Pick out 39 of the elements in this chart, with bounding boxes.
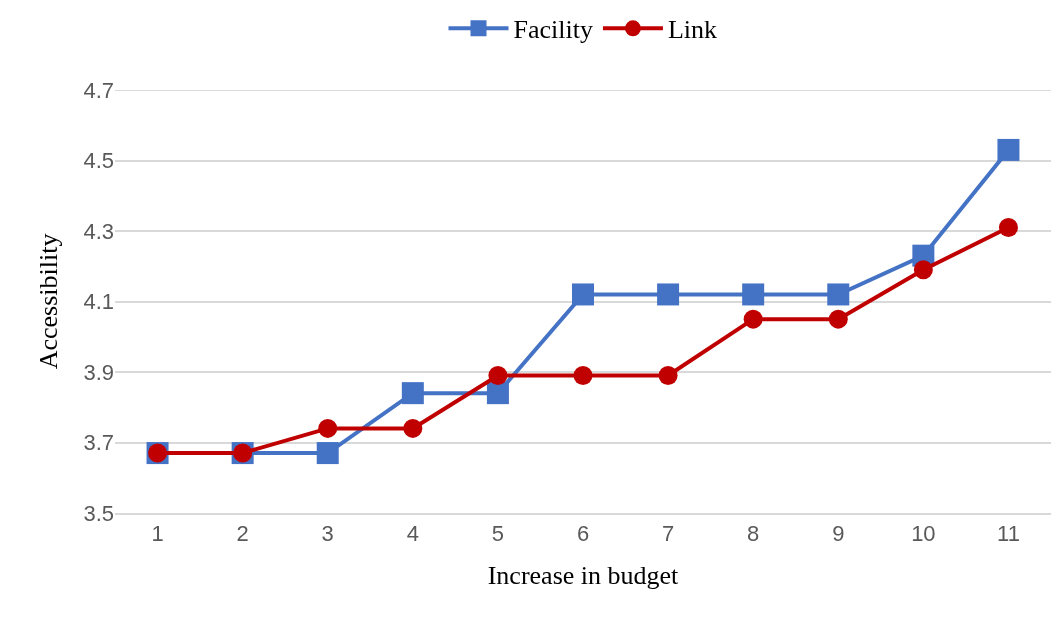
point (573, 366, 593, 386)
x-tick-label: 2 (236, 521, 249, 547)
x-axis-title: Increase in budget (487, 560, 680, 590)
point (403, 418, 423, 438)
x-tick-label: 3 (321, 521, 334, 547)
x-tick-label: 11 (997, 521, 1020, 547)
point (913, 260, 933, 280)
point (572, 283, 594, 306)
point (998, 217, 1018, 237)
x-tick-label: 7 (661, 521, 675, 547)
legend-label: Link (667, 15, 718, 45)
y-tick-label: 4.3 (83, 218, 114, 244)
y-tick-label: 3.5 (83, 500, 114, 526)
x-tick-label: 9 (832, 521, 845, 547)
point (997, 138, 1020, 161)
point (827, 283, 850, 306)
legend-label: Facility (513, 15, 593, 45)
point (658, 366, 678, 386)
x-tick-label: 6 (576, 521, 590, 547)
point (486, 382, 509, 405)
x-tick-label: 8 (747, 521, 760, 547)
point (318, 418, 338, 438)
point (743, 309, 763, 329)
y-tick-label: 3.7 (83, 430, 114, 456)
point (488, 366, 508, 386)
point (657, 283, 680, 306)
y-tick-label: 3.9 (83, 359, 114, 385)
x-tick-label: 4 (406, 521, 419, 547)
point (742, 283, 765, 306)
x-tick-label: 1 (151, 521, 164, 547)
point (828, 309, 848, 329)
y-tick-label: 4.7 (83, 77, 114, 103)
y-axis-title: Accessibility (33, 233, 63, 370)
point (316, 442, 339, 465)
x-tick-label: 5 (491, 521, 505, 547)
x-tick-label: 10 (911, 521, 936, 547)
y-tick-label: 4.5 (83, 148, 114, 174)
point (401, 382, 424, 405)
y-tick-label: 4.1 (83, 289, 114, 315)
